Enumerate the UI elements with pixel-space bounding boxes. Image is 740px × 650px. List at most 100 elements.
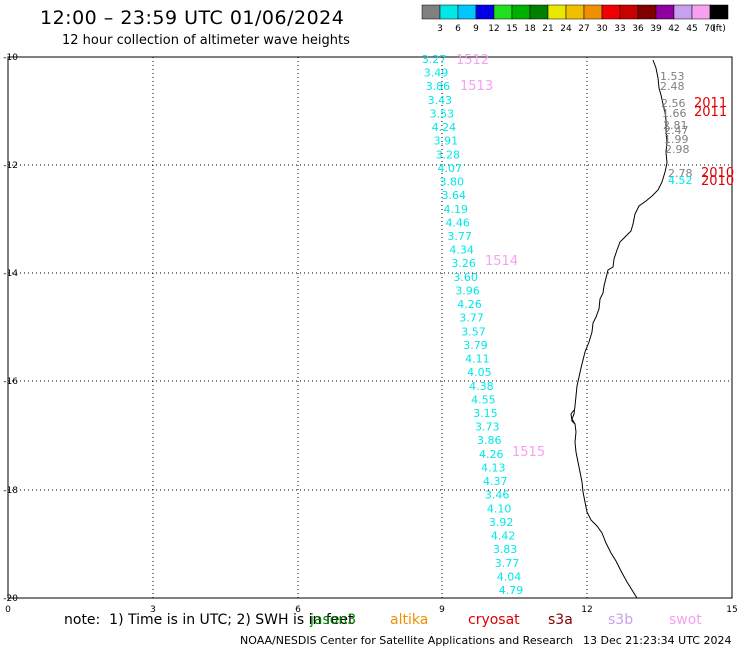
page-title: 12:00 – 23:59 UTC 01/06/2024 <box>40 7 345 29</box>
x-tick-label: 9 <box>439 605 445 615</box>
y-tick-label: -10 <box>3 53 18 63</box>
wave-height-label: 3.96 <box>455 284 480 297</box>
mission-jason3: jason3 <box>310 612 357 628</box>
wave-height-label: 3.77 <box>495 557 520 570</box>
coastal-wave-label: 2.56 <box>661 97 686 110</box>
wave-height-label: 3.79 <box>463 339 488 352</box>
mission-swot: swot <box>669 612 702 628</box>
y-tick-label: -18 <box>3 486 18 496</box>
wave-height-label: 4.55 <box>471 393 496 406</box>
wave-height-label: 4.37 <box>483 475 508 488</box>
legend-label: 36 <box>632 24 644 34</box>
wave-height-label: 3.43 <box>428 94 453 107</box>
coastal-pass-label: 2010 <box>701 174 734 189</box>
y-tick-label: -16 <box>3 377 18 387</box>
mission-s3b: s3b <box>608 612 634 628</box>
map-frame <box>7 56 733 599</box>
x-tick-label: 0 <box>5 605 11 615</box>
legend-swatch <box>673 4 693 20</box>
wave-height-label: 3.86 <box>426 80 451 93</box>
wave-height-label: 3.77 <box>459 312 484 325</box>
wave-height-label: 4.13 <box>481 461 506 474</box>
wave-height-label: 4.34 <box>449 244 474 257</box>
wave-height-label: 3.26 <box>451 257 476 270</box>
wave-height-label: 4.26 <box>479 448 504 461</box>
legend-swatch <box>583 4 603 20</box>
wave-height-label: 3.53 <box>430 107 455 120</box>
legend-swatch <box>637 4 657 20</box>
wave-height-label: 3.60 <box>453 271 478 284</box>
coastal-inlet <box>570 409 576 425</box>
legend-swatch <box>547 4 567 20</box>
x-tick-label: 15 <box>726 605 737 615</box>
y-tick-label: -14 <box>3 269 18 279</box>
legend-swatch <box>493 4 513 20</box>
wave-height-label: 3.28 <box>436 148 461 161</box>
legend-label: 6 <box>455 24 461 34</box>
legend-swatch <box>709 4 729 20</box>
legend-label: 27 <box>578 24 589 34</box>
wave-height-track: 3.273.493.863.433.534.243.913.284.073.80… <box>422 53 524 597</box>
legend-swatch <box>475 4 495 20</box>
wave-height-label: 4.26 <box>457 298 482 311</box>
wave-height-label: 4.04 <box>497 570 522 583</box>
coastal-wave-label: 4.52 <box>668 174 693 187</box>
pass-label: 1513 <box>460 79 493 94</box>
legend-label: 12 <box>488 24 499 34</box>
wave-height-label: 4.19 <box>443 203 468 216</box>
legend-label: 39 <box>650 24 662 34</box>
credit-text: NOAA/NESDIS Center for Satellite Applica… <box>240 634 574 647</box>
wave-height-label: 3.92 <box>489 516 514 529</box>
legend-label: 18 <box>524 24 536 34</box>
legend-swatch <box>529 4 549 20</box>
coastal-wave-label: 1.53 <box>660 70 685 83</box>
x-tick-label: 6 <box>295 605 301 615</box>
timestamp: 13 Dec 21:23:34 UTC 2024 <box>583 634 732 647</box>
wave-height-label: 3.57 <box>461 325 486 338</box>
pass-label: 1515 <box>512 445 545 460</box>
wave-height-label: 4.46 <box>445 216 470 229</box>
wave-height-label: 3.77 <box>447 230 472 243</box>
coastal-wave-label: 2.78 <box>668 167 693 180</box>
legend-label: 33 <box>614 24 625 34</box>
x-tick-label: 12 <box>581 605 592 615</box>
legend-label: 30 <box>596 24 608 34</box>
legend-label: 15 <box>506 24 517 34</box>
wave-height-label: 3.49 <box>424 67 449 80</box>
wave-height-label: 3.86 <box>477 434 502 447</box>
legend-label: 24 <box>560 24 572 34</box>
coastal-wave-label: 1.66 <box>662 107 687 120</box>
mission-cryosat: cryosat <box>468 612 520 628</box>
page-subtitle: 12 hour collection of altimeter wave hei… <box>62 33 350 48</box>
legend-swatch <box>511 4 531 20</box>
wave-height-label: 3.91 <box>434 135 459 148</box>
legend-label: (ft) <box>712 24 726 34</box>
footer-note: note: 1) Time is in UTC; 2) SWH is in fe… <box>64 612 354 628</box>
coastal-values: 1.532.48 2.561.662.812.471.992.98 2.784.52… <box>660 70 734 189</box>
legend-label: 42 <box>668 24 679 34</box>
coastal-wave-label: 2.47 <box>664 124 689 137</box>
wave-height-label: 4.11 <box>465 353 490 366</box>
wave-height-label: 3.15 <box>473 407 498 420</box>
map-grid: 0 3 6 9 12 15 -10 -12 -14 -16 -18 -20 <box>3 53 737 615</box>
wave-height-label: 3.64 <box>441 189 466 202</box>
color-legend: 3 6 9 12 15 18 21 24 27 30 33 36 39 42 45 70(ft) <box>421 4 729 34</box>
legend-label: 3 <box>437 24 443 34</box>
coastline <box>571 59 668 599</box>
wave-height-label: 4.79 <box>499 584 524 597</box>
coastal-pass-label: 2010 <box>701 166 734 181</box>
wave-height-label: 4.42 <box>491 530 516 543</box>
legend-swatch <box>655 4 675 20</box>
coastal-wave-label: 2.98 <box>665 143 690 156</box>
legend-swatch <box>439 4 459 20</box>
legend-swatch <box>691 4 711 20</box>
mission-altika: altika <box>390 612 429 628</box>
legend-swatch <box>619 4 639 20</box>
wave-height-label: 3.83 <box>493 543 518 556</box>
legend-swatch <box>601 4 621 20</box>
pass-labels: 1512 1513 1514 1515 <box>456 53 545 460</box>
pass-label: 1512 <box>456 53 489 68</box>
legend-label: 21 <box>542 24 553 34</box>
wave-height-label: 3.73 <box>475 421 500 434</box>
